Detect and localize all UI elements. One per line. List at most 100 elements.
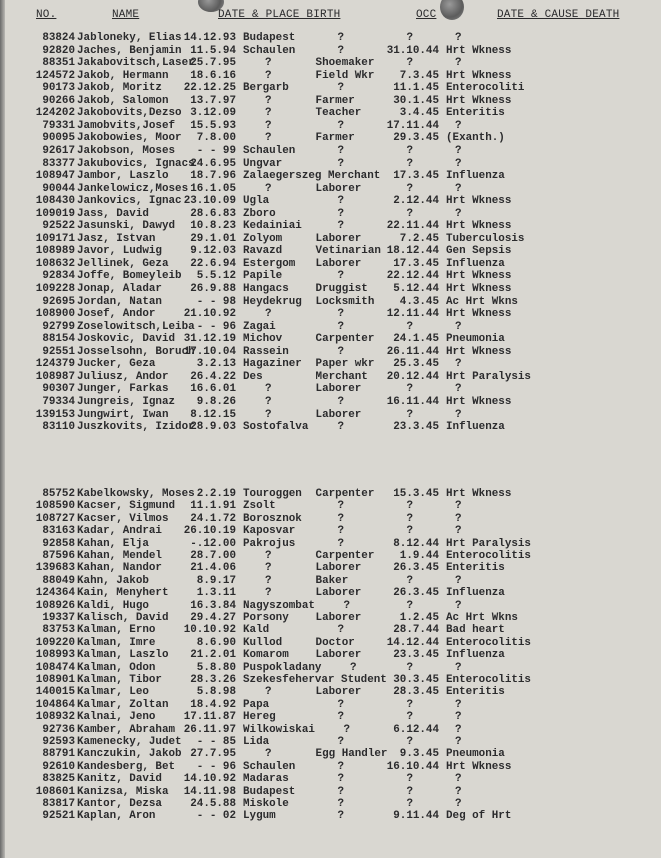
- birth-date: 24.1.72: [190, 512, 236, 525]
- death-date: 16.10.44: [386, 760, 439, 773]
- header-no: NO.: [36, 9, 57, 21]
- birth-date: 3.12.09: [190, 107, 236, 120]
- record-number: 88154: [42, 333, 75, 346]
- occupation: ?: [337, 785, 345, 798]
- record-number: 104864: [35, 698, 75, 711]
- occupation: ?: [337, 82, 345, 95]
- birth-place-occupation: ? Farmer: [243, 132, 382, 144]
- record-number: 109228: [35, 283, 75, 295]
- birth-place: Ungvar: [243, 157, 283, 170]
- birth-place: Ravazd: [243, 245, 283, 258]
- birth-place-occupation: Kaposvar ?: [243, 525, 382, 537]
- name: Jankovics, Ignac: [77, 195, 182, 208]
- birth-place-occupation: ? Teacher: [243, 107, 382, 119]
- death-cause: ?: [455, 383, 462, 396]
- birth-place: Hagaziner: [243, 358, 302, 371]
- birth-place-occupation: Zboro ?: [243, 208, 382, 220]
- occupation: Laborer: [315, 562, 362, 575]
- death-cause: Gen Sepsis: [446, 245, 512, 258]
- birth-place-occupation: Ungvar ?: [243, 158, 382, 170]
- death-cause: ?: [455, 320, 462, 333]
- table-row: 108601 Kanizsa, Miska 14.11.98 Budapest ???: [0, 786, 661, 798]
- birth-date: 14.11.98: [183, 785, 236, 798]
- birth-place-occupation: Komarom Laborer: [243, 649, 382, 661]
- death-date: 23.3.45: [393, 649, 439, 662]
- birth-place-occupation: ? ?: [243, 396, 382, 408]
- death-date: ?: [406, 736, 413, 748]
- death-cause: ?: [455, 408, 462, 421]
- table-row: 83110 Juszkovits, Izidor 28.9.03 Sostofalva…: [0, 421, 661, 433]
- birth-place-occupation: Rassein ?: [243, 346, 382, 358]
- death-date: ?: [406, 574, 413, 587]
- death-date: 14.12.44: [386, 636, 439, 649]
- death-date: 16.11.44: [386, 395, 439, 408]
- name: Kanizsa, Miska: [77, 785, 169, 798]
- record-number: 79334: [42, 395, 75, 408]
- death-cause: Hrt Wkness: [446, 760, 512, 773]
- birth-place-occupation: Porsony Laborer: [243, 612, 382, 624]
- death-date: 17.3.45: [393, 257, 439, 270]
- occupation: ?: [337, 624, 345, 637]
- record-number: 90044: [42, 182, 75, 195]
- birth-date: 10.10.92: [183, 624, 236, 637]
- death-cause: ?: [455, 723, 462, 736]
- birth-place-occupation: ? Laborer: [243, 183, 382, 195]
- occupation: Doctor: [315, 636, 355, 649]
- death-date: ?: [406, 698, 413, 711]
- birth-place-occupation: Madaras ?: [243, 773, 382, 785]
- record-number: 92799: [42, 320, 75, 333]
- birth-place: Heydekrug: [243, 295, 302, 308]
- birth-place-occupation: Papile ?: [243, 270, 382, 282]
- birth-place: ?: [265, 69, 272, 82]
- name: Jakobowies, Moor: [77, 132, 182, 145]
- death-date: 22.12.44: [386, 270, 439, 283]
- name: Jucker, Geza: [77, 358, 156, 371]
- occupation: ?: [337, 32, 345, 44]
- death-cause: Influenza: [446, 587, 505, 600]
- death-date: ?: [406, 599, 413, 612]
- occupation: ?: [337, 308, 345, 321]
- death-date: 5.12.44: [393, 283, 439, 295]
- record-number: 92695: [42, 295, 75, 308]
- birth-place-occupation: Ugla ?: [243, 195, 382, 207]
- occupation: ?: [337, 270, 345, 283]
- table-row: 92551 Josselsohn, Boruch 17.10.04 Rassein ?…: [0, 346, 661, 358]
- table-row: 90044 Jankelowicz,Moses 16.1.05? Laborer??: [0, 183, 661, 195]
- birth-place: Kedainiai: [243, 220, 302, 233]
- birth-date: 28.9.03: [190, 421, 236, 434]
- death-cause: ?: [455, 574, 462, 587]
- birth-place: ?: [265, 408, 272, 421]
- name: Kahn, Jakob: [77, 574, 149, 587]
- death-cause: ?: [455, 698, 462, 711]
- death-cause: Hrt Wkness: [446, 69, 512, 82]
- birth-place: ?: [265, 550, 272, 562]
- birth-date: 18.7.96: [190, 170, 236, 183]
- birth-place: Puspokladany: [243, 661, 322, 674]
- death-cause: Influenza: [446, 257, 505, 270]
- record-number: 124379: [35, 358, 75, 371]
- death-date: 1.2.45: [399, 612, 439, 624]
- name: Kabelkowsky, Moses: [77, 488, 195, 500]
- table-row: 19337 Kalisch, David 29.4.27 Porsony Labore…: [0, 612, 661, 624]
- birth-date: 21.2.01: [190, 649, 236, 662]
- scan-edge: [0, 0, 5, 858]
- death-cause: ?: [455, 525, 462, 538]
- death-date: 30.3.45: [393, 674, 439, 686]
- death-date: 1.9.44: [399, 550, 439, 562]
- birth-date: 29.1.01: [190, 232, 236, 245]
- birth-place: Bergarb: [243, 82, 289, 95]
- death-cause: Influenza: [446, 421, 505, 434]
- occupation: ?: [337, 345, 345, 358]
- record-number: 92834: [42, 270, 75, 283]
- birth-place: Papile: [243, 270, 283, 283]
- birth-place: ?: [265, 132, 272, 145]
- birth-place-occupation: Kullod Doctor: [243, 637, 382, 649]
- occupation: ?: [337, 320, 345, 333]
- death-date: ?: [406, 32, 413, 44]
- death-cause: ?: [455, 773, 462, 786]
- birth-place: Schaulen: [243, 44, 296, 57]
- name: Kadar, Andrai: [77, 525, 162, 538]
- record-number: 108727: [35, 512, 75, 525]
- death-cause: Hrt Paralysis: [446, 370, 531, 383]
- table-row: 92834 Joffe, Bomeyleib 5.5.12 Papile ? 22.12…: [0, 270, 661, 282]
